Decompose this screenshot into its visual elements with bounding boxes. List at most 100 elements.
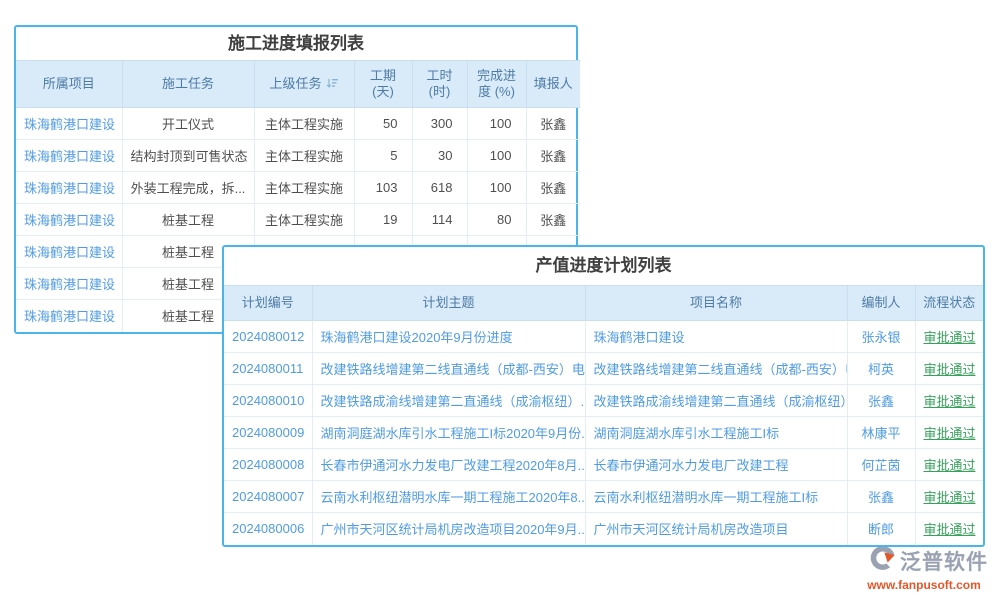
output-plan-panel-title: 产值进度计划列表 xyxy=(535,256,672,275)
cell-topic[interactable]: 改建铁路成渝线增建第二直通线（成渝枢纽）... xyxy=(311,384,586,417)
cell-project[interactable]: 珠海鹤港口建设 xyxy=(16,235,123,268)
cell-hours: 618 xyxy=(411,171,468,204)
cell-no[interactable]: 2024080007 xyxy=(224,480,313,513)
cell-author: 张鑫 xyxy=(846,384,916,417)
cell-project[interactable]: 珠海鹤港口建设 xyxy=(16,267,123,300)
cell-progress: 80 xyxy=(466,203,527,236)
cell-progress: 100 xyxy=(466,139,527,172)
cell-topic[interactable]: 长春市伊通河水力发电厂改建工程2020年8月... xyxy=(311,448,586,481)
cell-duration: 19 xyxy=(353,203,413,236)
vendor-logo: 泛普软件 www.fanpusoft.com xyxy=(860,544,988,592)
plan-header-row: 计划编号 计划主题 项目名称 编制人 流程状态 xyxy=(224,285,983,321)
cell-project[interactable]: 珠海鹤港口建设 xyxy=(16,299,123,332)
cell-parent: 主体工程实施 xyxy=(253,171,355,204)
cell-no[interactable]: 2024080012 xyxy=(224,320,313,353)
cell-status[interactable]: 审批通过 xyxy=(914,416,983,449)
col-header-status: 流程状态 xyxy=(914,285,983,321)
output-plan-table: 计划编号 计划主题 项目名称 编制人 流程状态 2024080012 珠海鹤港口建… xyxy=(224,285,983,545)
col-header-parent-task-label: 上级任务 xyxy=(269,75,322,91)
col-header-plan-topic: 计划主题 xyxy=(311,285,586,321)
cell-project[interactable]: 广州市天河区统计局机房改造项目 xyxy=(584,512,848,545)
cell-project[interactable]: 珠海鹤港口建设 xyxy=(16,203,123,236)
cell-author: 张鑫 xyxy=(846,480,916,513)
cell-topic[interactable]: 云南水利枢纽潜明水库一期工程施工2020年8... xyxy=(311,480,586,513)
col-header-author: 编制人 xyxy=(846,285,916,321)
construction-progress-table: 所属项目 施工任务 上级任务 工期 (天) 工时 (时) 完成进 度 (%) 填… xyxy=(16,60,580,332)
col-header-parent-task: 上级任务 xyxy=(253,60,355,108)
plan-table-body: 2024080012 珠海鹤港口建设2020年9月份进度 珠海鹤港口建设 张永银 审批通… xyxy=(224,320,983,545)
table-row: 2024080007 云南水利枢纽潜明水库一期工程施工2020年8... 云南水利枢… xyxy=(224,480,983,513)
cell-status[interactable]: 审批通过 xyxy=(914,480,983,513)
cell-reporter: 张鑫 xyxy=(525,171,580,204)
construction-table-body: 珠海鹤港口建设 开工仪式 主体工程实施 50 300 100 张鑫 珠海鹤港口建设 结构封顶到可… xyxy=(16,107,580,332)
cell-project[interactable]: 珠海鹤港口建设 xyxy=(16,107,123,140)
sort-icon[interactable] xyxy=(326,77,339,93)
cell-project[interactable]: 长春市伊通河水力发电厂改建工程 xyxy=(584,448,848,481)
cell-progress: 100 xyxy=(466,107,527,140)
cell-parent: 主体工程实施 xyxy=(253,139,355,172)
cell-topic[interactable]: 广州市天河区统计局机房改造项目2020年9月... xyxy=(311,512,586,545)
output-plan-panel: 产值进度计划列表 计划编号 计划主题 项目名称 编制人 流程状态 2024080… xyxy=(222,245,985,547)
col-header-task: 施工任务 xyxy=(121,60,255,108)
cell-no[interactable]: 2024080009 xyxy=(224,416,313,449)
cell-reporter: 张鑫 xyxy=(525,139,580,172)
cell-status[interactable]: 审批通过 xyxy=(914,448,983,481)
cell-project[interactable]: 湖南洞庭湖水库引水工程施工I标 xyxy=(584,416,848,449)
cell-duration: 50 xyxy=(353,107,413,140)
cell-project[interactable]: 珠海鹤港口建设 xyxy=(584,320,848,353)
cell-project[interactable]: 珠海鹤港口建设 xyxy=(16,171,123,204)
construction-header-row: 所属项目 施工任务 上级任务 工期 (天) 工时 (时) 完成进 度 (%) 填… xyxy=(16,60,580,108)
cell-no[interactable]: 2024080008 xyxy=(224,448,313,481)
vendor-name: 泛普软件 xyxy=(900,550,988,574)
cell-task: 结构封顶到可售状态 xyxy=(121,139,255,172)
table-row: 珠海鹤港口建设 桩基工程 主体工程实施 19 114 80 张鑫 xyxy=(16,203,580,236)
table-row: 珠海鹤港口建设 开工仪式 主体工程实施 50 300 100 张鑫 xyxy=(16,107,580,140)
cell-reporter: 张鑫 xyxy=(525,203,580,236)
construction-progress-panel: 施工进度填报列表 所属项目 施工任务 上级任务 工期 (天) 工时 (时) 完成… xyxy=(14,25,580,334)
cell-status[interactable]: 审批通过 xyxy=(914,384,983,417)
table-row: 珠海鹤港口建设 外装工程完成，拆... 主体工程实施 103 618 100 张鑫 xyxy=(16,171,580,204)
table-row: 珠海鹤港口建设 结构封顶到可售状态 主体工程实施 5 30 100 张鑫 xyxy=(16,139,580,172)
cell-project[interactable]: 改建铁路成渝线增建第二直通线（成渝枢纽）... xyxy=(584,384,848,417)
cell-status[interactable]: 审批通过 xyxy=(914,320,983,353)
cell-topic[interactable]: 湖南洞庭湖水库引水工程施工I标2020年9月份... xyxy=(311,416,586,449)
cell-author: 张永银 xyxy=(846,320,916,353)
cell-task: 开工仪式 xyxy=(121,107,255,140)
table-row: 2024080006 广州市天河区统计局机房改造项目2020年9月... 广州市天河… xyxy=(224,512,983,545)
col-header-project: 所属项目 xyxy=(16,60,123,108)
cell-task: 外装工程完成，拆... xyxy=(121,171,255,204)
table-row: 2024080010 改建铁路成渝线增建第二直通线（成渝枢纽）... 改建铁路成渝线… xyxy=(224,384,983,417)
cell-duration: 103 xyxy=(353,171,413,204)
cell-project[interactable]: 云南水利枢纽潜明水库一期工程施工I标 xyxy=(584,480,848,513)
cell-project[interactable]: 珠海鹤港口建设 xyxy=(16,139,123,172)
cell-no[interactable]: 2024080011 xyxy=(224,352,313,385)
cell-progress: 100 xyxy=(466,171,527,204)
construction-panel-title: 施工进度填报列表 xyxy=(228,34,364,53)
cell-topic[interactable]: 珠海鹤港口建设2020年9月份进度 xyxy=(311,320,586,353)
cell-status[interactable]: 审批通过 xyxy=(914,512,983,545)
cell-hours: 114 xyxy=(411,203,468,236)
col-header-plan-no: 计划编号 xyxy=(224,285,313,321)
cell-hours: 300 xyxy=(411,107,468,140)
cell-no[interactable]: 2024080006 xyxy=(224,512,313,545)
cell-hours: 30 xyxy=(411,139,468,172)
cell-project[interactable]: 改建铁路线增建第二线直通线（成都-西安）电... xyxy=(584,352,848,385)
col-header-reporter: 填报人 xyxy=(525,60,580,108)
cell-parent: 主体工程实施 xyxy=(253,203,355,236)
table-row: 2024080008 长春市伊通河水力发电厂改建工程2020年8月... 长春市伊通… xyxy=(224,448,983,481)
cell-topic[interactable]: 改建铁路线增建第二线直通线（成都-西安）电... xyxy=(311,352,586,385)
cell-author: 断郎 xyxy=(846,512,916,545)
cell-author: 何芷茵 xyxy=(846,448,916,481)
fanpu-logo-icon xyxy=(869,544,897,577)
cell-author: 林康平 xyxy=(846,416,916,449)
table-row: 2024080009 湖南洞庭湖水库引水工程施工I标2020年9月份... 湖南洞庭… xyxy=(224,416,983,449)
table-row: 2024080011 改建铁路线增建第二线直通线（成都-西安）电... 改建铁路线增… xyxy=(224,352,983,385)
cell-reporter: 张鑫 xyxy=(525,107,580,140)
col-header-hours: 工时 (时) xyxy=(411,60,468,108)
cell-no[interactable]: 2024080010 xyxy=(224,384,313,417)
vendor-website: www.fanpusoft.com xyxy=(867,578,981,592)
cell-parent: 主体工程实施 xyxy=(253,107,355,140)
cell-status[interactable]: 审批通过 xyxy=(914,352,983,385)
col-header-duration: 工期 (天) xyxy=(353,60,413,108)
